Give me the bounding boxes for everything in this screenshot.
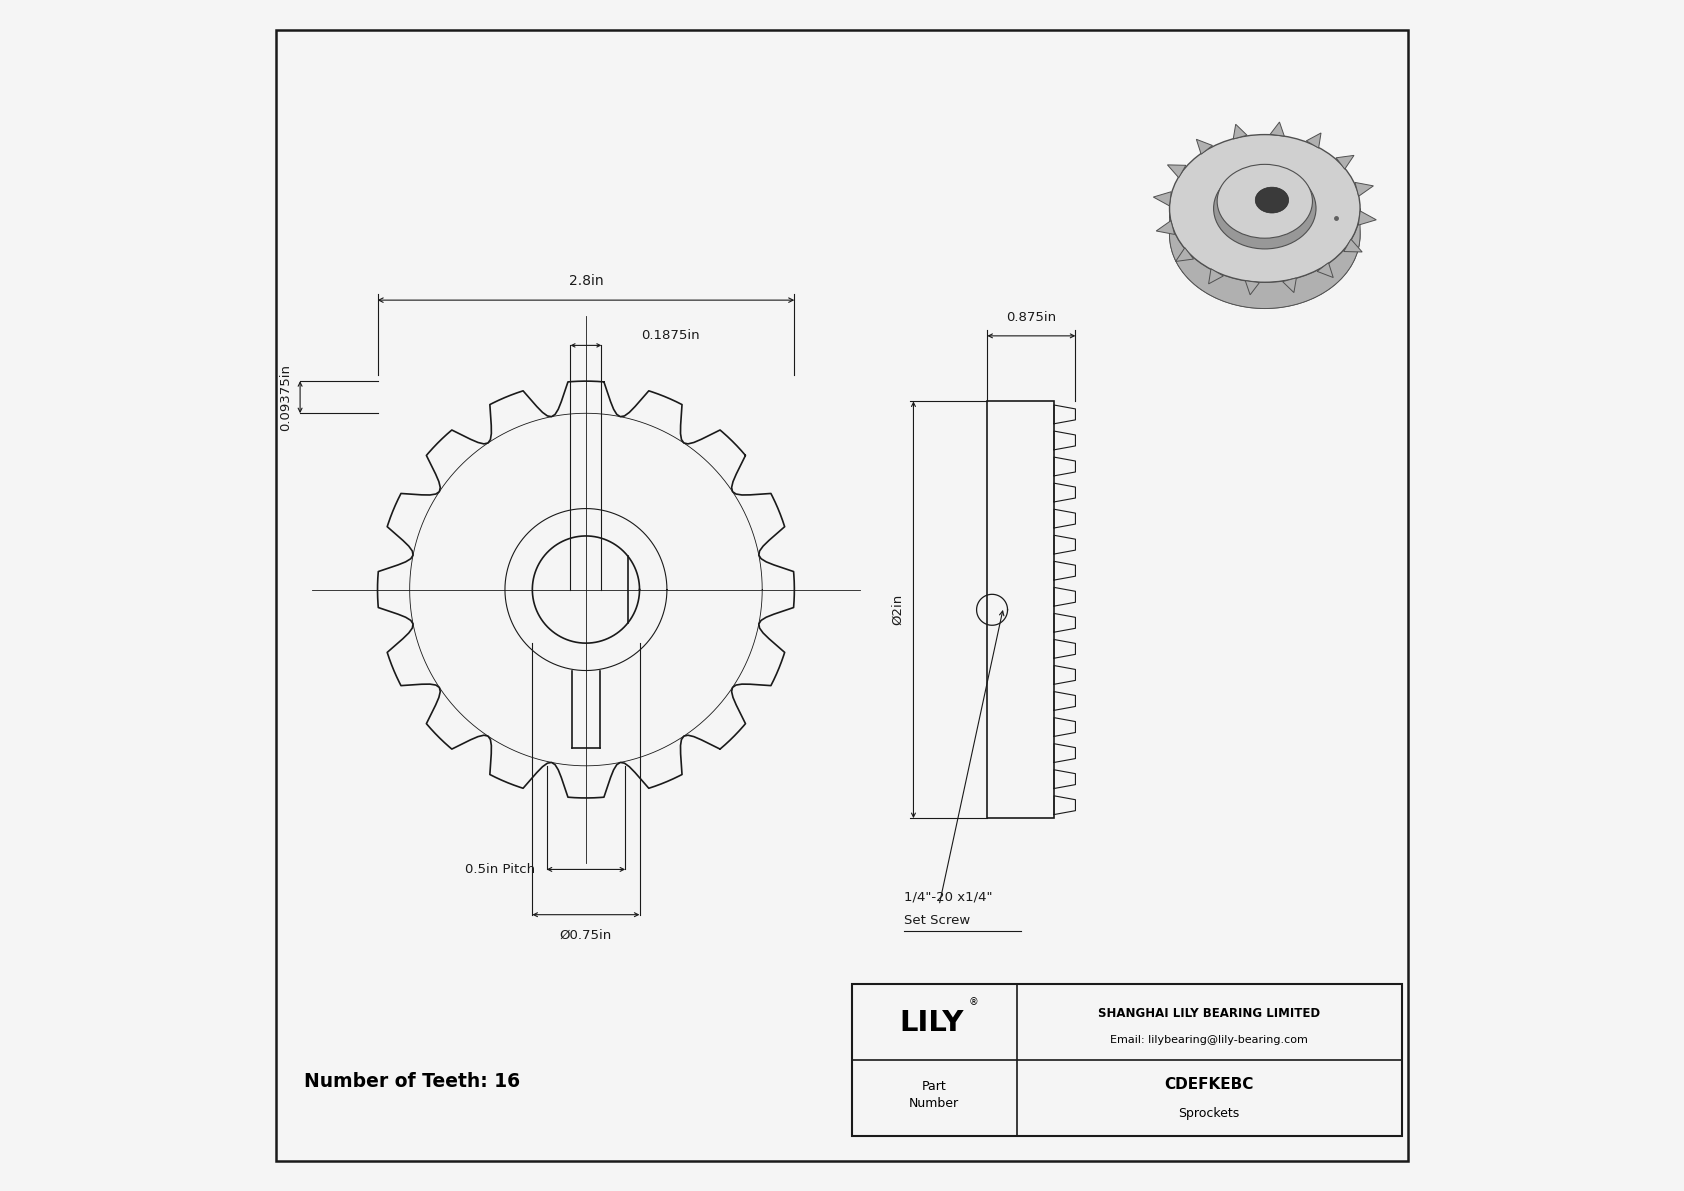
- Ellipse shape: [1255, 187, 1288, 213]
- Polygon shape: [1167, 164, 1186, 177]
- Bar: [852, 984, 1401, 1136]
- Text: 0.09375in: 0.09375in: [280, 363, 291, 431]
- Bar: [987, 401, 1054, 818]
- Polygon shape: [1233, 124, 1248, 139]
- Text: Part
Number: Part Number: [909, 1080, 960, 1110]
- Text: 0.1875in: 0.1875in: [642, 329, 701, 342]
- Text: 2.8in: 2.8in: [569, 274, 603, 288]
- Polygon shape: [1283, 278, 1297, 293]
- Text: CDEFKEBC: CDEFKEBC: [1165, 1077, 1255, 1092]
- Text: Set Screw: Set Screw: [904, 913, 970, 927]
- Polygon shape: [1317, 263, 1334, 278]
- Polygon shape: [1175, 248, 1194, 262]
- Polygon shape: [1359, 211, 1376, 225]
- Polygon shape: [1209, 269, 1223, 283]
- Text: LILY: LILY: [899, 1009, 963, 1036]
- Text: Ø0.75in: Ø0.75in: [559, 929, 611, 942]
- Text: 0.5in Pitch: 0.5in Pitch: [465, 863, 536, 875]
- Polygon shape: [1157, 220, 1175, 235]
- Text: Ø2in: Ø2in: [891, 594, 904, 625]
- Ellipse shape: [1214, 168, 1315, 249]
- Text: 0.875in: 0.875in: [1007, 311, 1056, 324]
- Text: ®: ®: [968, 997, 978, 1008]
- Polygon shape: [1344, 239, 1362, 252]
- Polygon shape: [1307, 133, 1320, 148]
- Polygon shape: [1356, 182, 1374, 197]
- Text: Email: lilybearing@lily-bearing.com: Email: lilybearing@lily-bearing.com: [1110, 1035, 1308, 1046]
- Text: Sprockets: Sprockets: [1179, 1106, 1239, 1120]
- Polygon shape: [1335, 155, 1354, 169]
- Polygon shape: [1169, 208, 1361, 308]
- Polygon shape: [1154, 192, 1172, 206]
- Polygon shape: [1270, 121, 1285, 136]
- Ellipse shape: [1218, 164, 1312, 238]
- Ellipse shape: [1169, 161, 1361, 308]
- Polygon shape: [1196, 139, 1212, 154]
- Ellipse shape: [1169, 135, 1361, 282]
- Polygon shape: [1244, 281, 1260, 295]
- Text: 1/4"-20 x1/4": 1/4"-20 x1/4": [904, 891, 992, 904]
- Text: SHANGHAI LILY BEARING LIMITED: SHANGHAI LILY BEARING LIMITED: [1098, 1008, 1320, 1019]
- Text: Number of Teeth: 16: Number of Teeth: 16: [303, 1072, 520, 1091]
